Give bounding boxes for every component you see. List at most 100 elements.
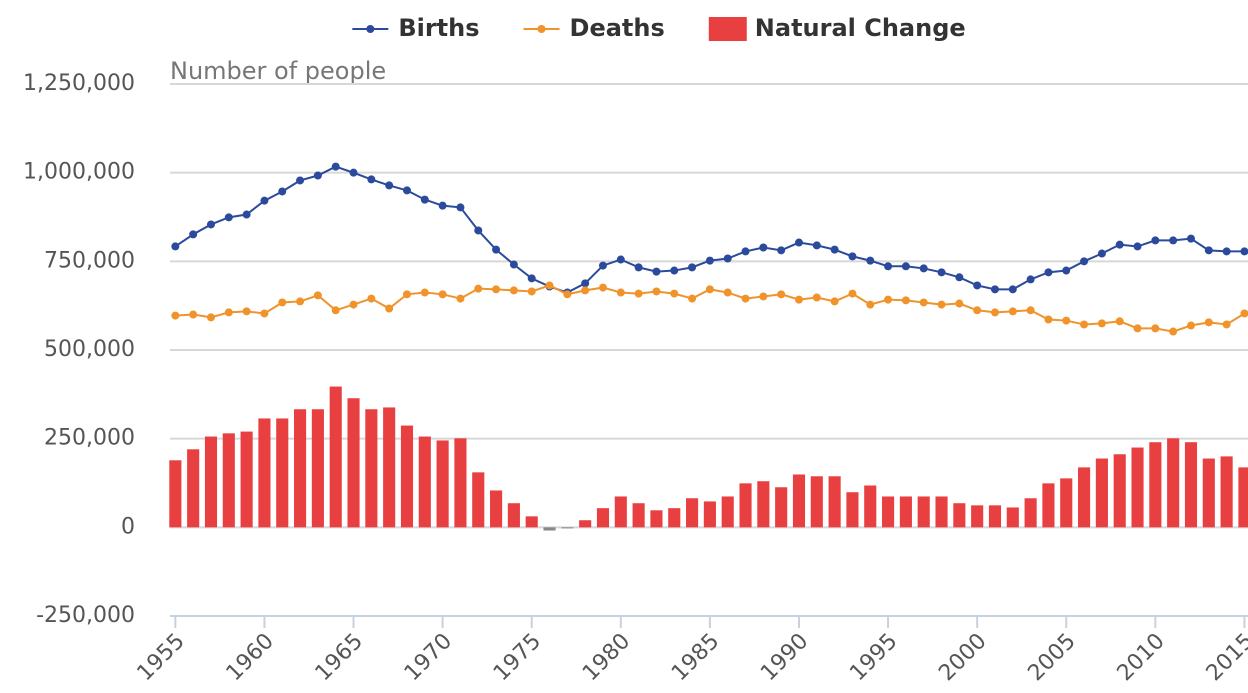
bar — [792, 474, 806, 528]
point — [527, 274, 536, 283]
point — [919, 298, 928, 307]
point — [955, 273, 964, 282]
bar — [311, 409, 324, 528]
point — [812, 241, 821, 250]
point — [705, 285, 714, 294]
point — [1080, 257, 1089, 266]
bar — [721, 496, 734, 528]
bar — [1078, 467, 1091, 528]
bar — [953, 503, 966, 528]
point — [670, 289, 679, 298]
x-tick-label: 2000 — [934, 629, 991, 686]
point — [456, 294, 465, 303]
point — [884, 295, 893, 304]
point — [777, 246, 786, 255]
bar — [1238, 467, 1248, 528]
bar — [400, 425, 414, 528]
bar — [561, 527, 574, 529]
bar — [739, 483, 752, 528]
bar — [579, 520, 592, 528]
bar — [276, 418, 289, 528]
bar — [1167, 438, 1180, 528]
bar — [1042, 483, 1055, 528]
bar — [240, 431, 253, 528]
legend-marker — [537, 25, 546, 33]
point — [937, 268, 946, 277]
bar — [472, 472, 485, 528]
y-tick-label: 250,000 — [44, 426, 135, 451]
point — [1062, 266, 1071, 275]
point — [723, 254, 732, 263]
point — [367, 294, 376, 303]
point — [1133, 242, 1142, 251]
point — [1080, 320, 1089, 329]
point — [349, 300, 358, 309]
point — [1151, 324, 1160, 333]
point — [1044, 315, 1053, 324]
point — [688, 263, 697, 272]
point — [830, 245, 839, 254]
point — [206, 313, 215, 322]
point — [1026, 275, 1035, 284]
point — [1097, 249, 1106, 258]
bar — [810, 476, 823, 528]
y-tick-label: 500,000 — [44, 337, 135, 362]
point — [189, 230, 198, 239]
bar — [418, 436, 431, 528]
point — [1186, 321, 1195, 330]
point — [1151, 236, 1160, 245]
point — [171, 311, 180, 320]
point — [242, 307, 251, 316]
point — [296, 297, 305, 306]
point — [224, 213, 233, 222]
legend-marker — [708, 17, 747, 41]
point — [331, 306, 340, 315]
point — [527, 287, 536, 296]
y-tick-label: 1,250,000 — [23, 71, 135, 96]
bar — [596, 508, 610, 528]
bar — [899, 496, 912, 528]
point — [313, 291, 322, 300]
point — [973, 306, 982, 315]
point — [402, 290, 411, 299]
point — [741, 247, 750, 256]
bar — [1006, 507, 1019, 528]
point — [206, 220, 215, 229]
point — [545, 281, 554, 290]
line — [174, 165, 1245, 294]
bar — [490, 490, 503, 528]
point — [456, 203, 465, 212]
point — [1204, 318, 1213, 327]
point — [367, 175, 376, 184]
x-tick-label: 1985 — [667, 629, 724, 686]
point — [830, 297, 839, 306]
bar — [169, 460, 182, 528]
point — [990, 308, 999, 317]
bar — [703, 501, 716, 528]
point — [866, 256, 875, 265]
bar — [1184, 442, 1198, 528]
bar — [329, 386, 342, 528]
point — [581, 286, 590, 295]
point — [1115, 240, 1124, 249]
bar — [614, 496, 627, 528]
x-tick-label: 2015 — [1202, 629, 1248, 686]
bar — [668, 508, 681, 528]
point — [1008, 285, 1017, 294]
point — [937, 300, 946, 309]
point — [1169, 236, 1178, 245]
bar — [454, 438, 467, 528]
bar — [1202, 458, 1215, 528]
point — [1133, 324, 1142, 333]
point — [474, 226, 483, 235]
bar — [1149, 442, 1162, 528]
point — [189, 310, 198, 319]
point — [741, 294, 750, 303]
point — [563, 290, 572, 299]
legend-item: Deaths — [523, 14, 665, 42]
x-tick-label: 1970 — [400, 629, 457, 686]
point — [1097, 319, 1106, 328]
point — [402, 186, 411, 195]
point — [670, 266, 679, 275]
